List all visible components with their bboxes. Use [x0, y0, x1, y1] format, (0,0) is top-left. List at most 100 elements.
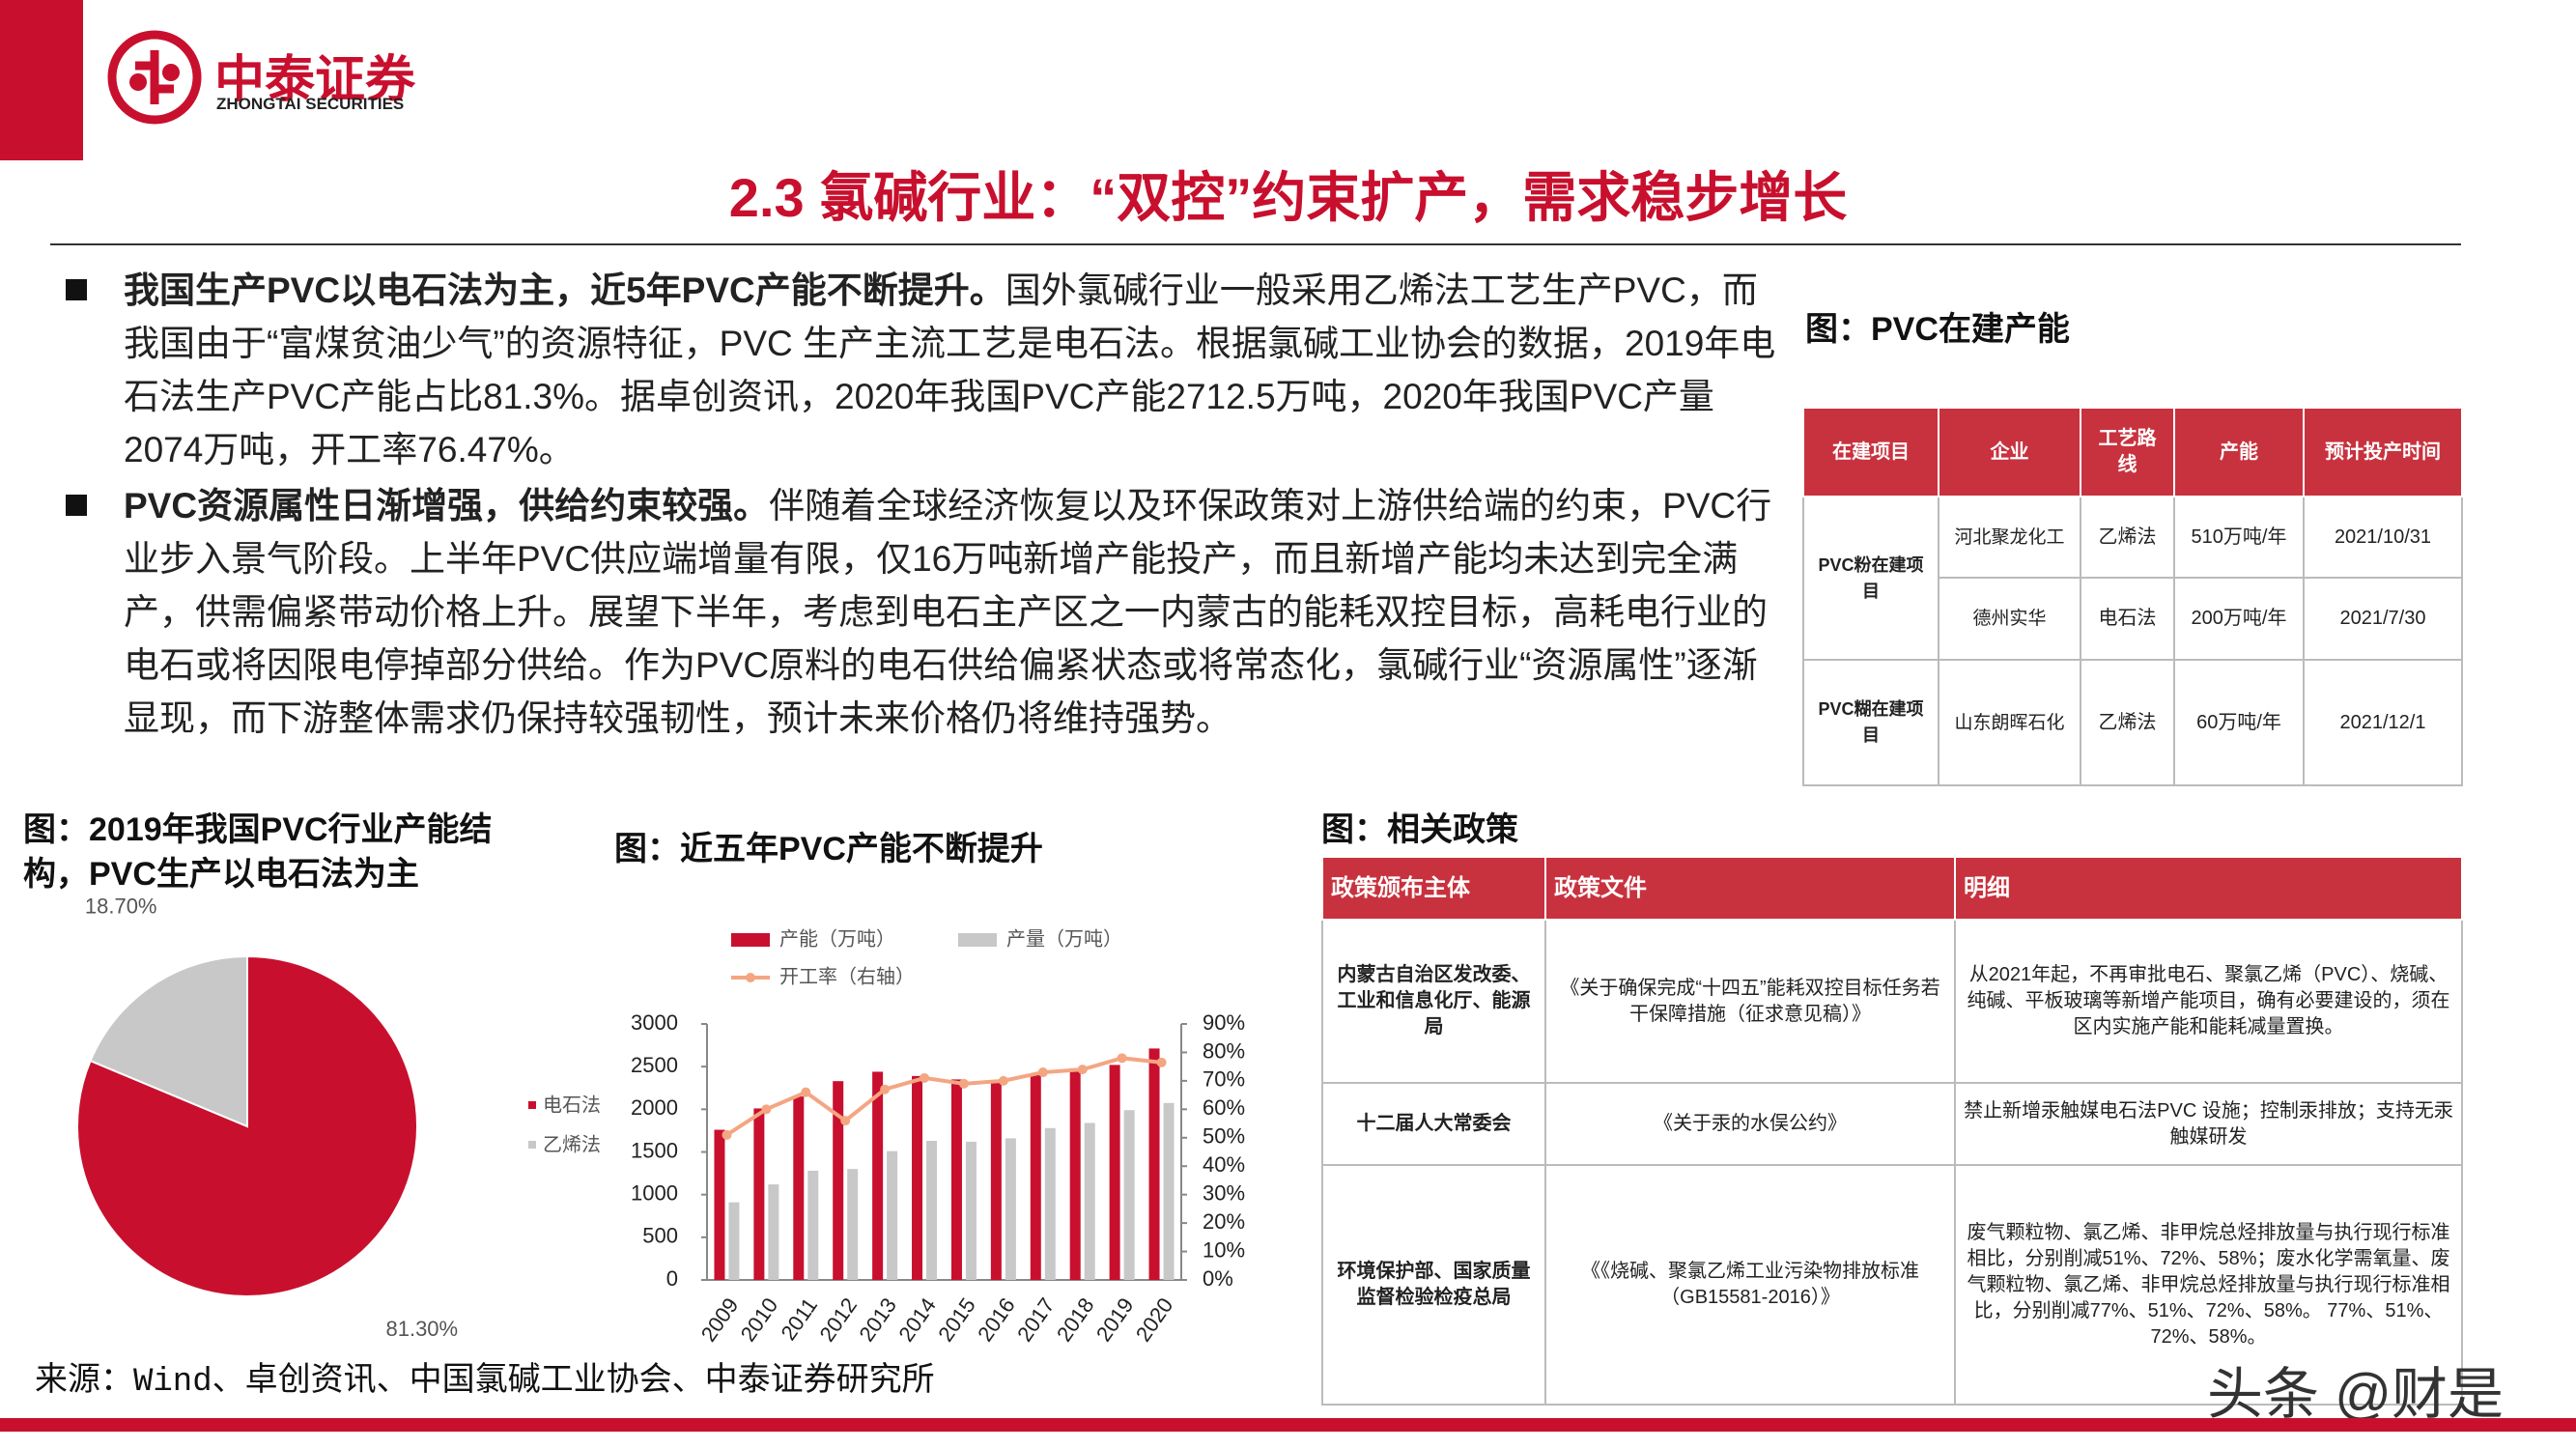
table-cell: 德州实华 — [1938, 577, 2081, 661]
table-cell: 十二届人大常委会 — [1321, 1082, 1546, 1166]
bar — [807, 1170, 819, 1280]
bar — [1069, 1067, 1081, 1280]
policy-table: 政策颁布主体 政策文件 明细 内蒙古自治区发改委、工业和信息化厅、能源局 《关于确保完成… — [1321, 856, 2463, 1406]
footer-bar — [0, 1418, 2576, 1432]
line-marker — [840, 1116, 851, 1126]
header-cell: 企业 — [1938, 407, 2081, 497]
line-marker — [722, 1129, 732, 1140]
bar — [990, 1080, 1002, 1280]
x-tick-label: 2015 — [933, 1293, 980, 1346]
y-tick-label: 1000 — [631, 1180, 678, 1205]
line-marker — [801, 1087, 811, 1097]
corner-bar — [0, 0, 83, 160]
table-row: 十二届人大常委会 《关于汞的水俣公约》 禁止新增汞触媒电石法PVC 设施；控制汞排放… — [1321, 1082, 2463, 1166]
x-tick-label: 2012 — [815, 1293, 863, 1346]
bar — [847, 1169, 859, 1280]
bar — [1109, 1065, 1120, 1280]
line-marker — [1077, 1065, 1088, 1075]
bar — [728, 1202, 740, 1280]
line-marker — [998, 1075, 1008, 1086]
capacity-table: 在建项目 企业 工艺路线 产能 预计投产时间 PVC粉在建项目 河北聚龙化工 乙烯法 510万吨… — [1802, 407, 2463, 786]
source-note: 来源：Wind、卓创资讯、中国氯碱工业协会、中泰证券研究所 — [35, 1364, 935, 1401]
bar — [833, 1081, 844, 1280]
bar — [912, 1075, 923, 1280]
y2-tick-label: 20% — [1203, 1209, 1245, 1234]
table-caption: 图：相关政策 — [1321, 811, 1518, 848]
table-row: 政策颁布主体 政策文件 明细 — [1321, 856, 2463, 921]
y2-tick-label: 0% — [1203, 1266, 1233, 1291]
group-cell: PVC粉在建项目 — [1802, 496, 1939, 661]
y-tick-label: 500 — [642, 1224, 678, 1248]
legend-label: 产量（万吨） — [1006, 927, 1122, 950]
bar — [1123, 1110, 1135, 1280]
header-cell: 在建项目 — [1802, 407, 1939, 497]
logo-english: ZHONGTAI SECURITIES — [216, 95, 405, 113]
chart-title: 图：近五年PVC产能不断提升 — [614, 831, 1043, 867]
x-tick-label: 2009 — [696, 1293, 744, 1346]
x-tick-label: 2013 — [854, 1293, 901, 1346]
table-cell: 60万吨/年 — [2173, 659, 2305, 786]
x-tick-label: 2019 — [1091, 1293, 1139, 1346]
table-cell: 510万吨/年 — [2173, 496, 2305, 579]
table-cell: 山东朗晖石化 — [1938, 659, 2081, 786]
bullet-lead: 我国生产PVC以电石法为主，近5年PVC产能不断提升。 — [124, 270, 1005, 310]
table-cell: 乙烯法 — [2080, 659, 2175, 786]
bar — [1148, 1048, 1160, 1280]
header-cell: 预计投产时间 — [2303, 407, 2463, 497]
y-tick-label: 0 — [666, 1266, 678, 1291]
header-cell: 工艺路线 — [2080, 407, 2175, 497]
table-row: 内蒙古自治区发改委、工业和信息化厅、能源局 《关于确保完成“十四五”能耗双控目标任… — [1321, 919, 2463, 1084]
logo-mark — [107, 30, 202, 125]
bar — [965, 1141, 977, 1280]
bullet-lead: PVC资源属性日渐增强，供给约束较强。 — [124, 486, 770, 526]
bar — [793, 1096, 805, 1280]
table-cell: 禁止新增汞触媒电石法PVC 设施；控制汞排放；支持无汞触媒研发 — [1954, 1082, 2463, 1166]
line-series — [725, 1056, 1162, 1137]
table-cell: 2021/10/31 — [2303, 496, 2463, 579]
legend-swatch — [958, 933, 997, 947]
table-cell: 河北聚龙化工 — [1938, 496, 2081, 579]
y-tick-label: 2000 — [631, 1095, 678, 1120]
watermark: 头条 @财是 — [2207, 1363, 2504, 1426]
table-cell: 废气颗粒物、氯乙烯、非甲烷总烃排放量与执行现行标准相比，分别削减51%、72%、… — [1954, 1164, 2463, 1406]
bullet: 我国生产PVC以电石法为主，近5年PVC产能不断提升。国外氯碱行业一般采用乙烯法… — [124, 264, 1780, 476]
legend-label: 电石法 — [543, 1094, 601, 1116]
header-cell: 产能 — [2173, 407, 2305, 497]
legend-swatch — [528, 1141, 536, 1149]
y2-tick-label: 90% — [1203, 1010, 1245, 1035]
table-cell: 《《烧碱、聚氯乙烯工业污染物排放标准（GB15581-2016）》 — [1544, 1164, 1956, 1406]
line-marker — [1117, 1053, 1127, 1064]
bullet-text: 伴随着全球经济恢复以及环保政策对上游供给端的约束，PVC行业步入景气阶段。上半年… — [124, 486, 1772, 738]
bar — [753, 1108, 765, 1280]
bullet-square — [66, 279, 87, 300]
table-cell: 2021/7/30 — [2303, 577, 2463, 661]
bar — [872, 1071, 884, 1280]
table-row: 在建项目 企业 工艺路线 产能 预计投产时间 — [1802, 407, 2463, 497]
title-rule — [50, 243, 2461, 245]
y-tick-label: 2500 — [631, 1053, 678, 1077]
header-cell: 政策颁布主体 — [1321, 856, 1546, 921]
table-cell: 环境保护部、国家质量监督检验检疫总局 — [1321, 1164, 1546, 1406]
table-cell: 《关于汞的水俣公约》 — [1544, 1082, 1956, 1166]
table-cell: 2021/12/1 — [2303, 659, 2463, 786]
y2-tick-label: 70% — [1203, 1067, 1245, 1092]
legend-label: 乙烯法 — [543, 1133, 601, 1155]
table-cell: 200万吨/年 — [2173, 577, 2305, 661]
x-tick-label: 2017 — [1012, 1293, 1060, 1346]
line-marker — [761, 1104, 772, 1115]
line-marker — [1156, 1057, 1167, 1067]
line-marker — [880, 1084, 891, 1094]
x-tick-label: 2020 — [1131, 1293, 1178, 1346]
x-tick-label: 2011 — [777, 1293, 823, 1345]
chart-title: 图：2019年我国PVC行业产能结构，PVC生产以电石法为主 — [23, 811, 493, 893]
y2-tick-label: 50% — [1203, 1124, 1245, 1149]
bar — [926, 1141, 938, 1280]
header-cell: 明细 — [1954, 856, 2463, 921]
table-cell: 《关于确保完成“十四五”能耗双控目标任务若干保障措施（征求意见稿）》 — [1544, 919, 1956, 1084]
line-marker — [920, 1072, 930, 1083]
header-cell: 政策文件 — [1544, 856, 1956, 921]
x-tick-label: 2016 — [973, 1293, 1020, 1346]
bar — [768, 1184, 779, 1280]
